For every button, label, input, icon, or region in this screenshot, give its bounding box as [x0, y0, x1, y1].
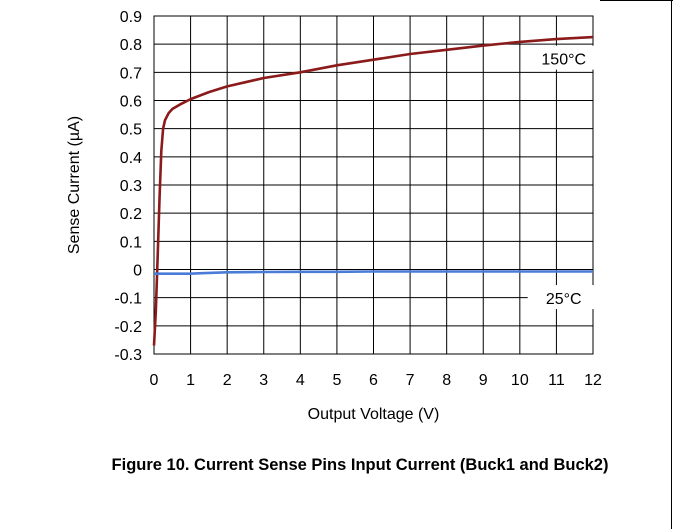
- y-tick-label: 0.6: [120, 94, 142, 111]
- x-tick-label: 1: [186, 372, 195, 389]
- y-tick-label: 0.1: [120, 234, 142, 251]
- series-label-0: 150°C: [541, 52, 586, 69]
- y-tick-label: -0.2: [114, 319, 142, 336]
- x-tick-label: 10: [511, 372, 529, 389]
- x-tick-label: 0: [150, 372, 159, 389]
- series-line-1: [154, 270, 593, 276]
- y-tick-label: 0: [133, 263, 142, 280]
- y-tick-label: 0.7: [120, 65, 142, 82]
- figure-caption: Figure 10. Current Sense Pins Input Curr…: [111, 456, 609, 474]
- plot-area: [153, 15, 594, 355]
- x-tick-labels: 0 1 2 3 4 5 6 7 8 9 10 11 12: [150, 372, 602, 389]
- x-tick-label: 8: [442, 372, 451, 389]
- sense-current-chart: 0.9 0.8 0.7 0.6 0.5 0.4 0.3 0.2 0.1 0 -0.1 -0.2 -0.3…: [66, 9, 602, 423]
- page-frame-top: [600, 0, 673, 1]
- series-label-bg: [527, 45, 600, 70]
- x-tick-label: 6: [369, 372, 378, 389]
- x-tick-label: 3: [259, 372, 268, 389]
- x-tick-label: 2: [223, 372, 232, 389]
- y-tick-label: 0.5: [120, 122, 142, 139]
- x-tick-label: 7: [406, 372, 415, 389]
- series-labels: 150°C 25°C: [527, 45, 600, 310]
- x-tick-label: 9: [479, 372, 488, 389]
- y-tick-label: 0.8: [120, 37, 142, 54]
- grid: [153, 15, 594, 355]
- x-axis-title: Output Voltage (V): [308, 406, 440, 423]
- y-tick-label: 0.4: [120, 150, 142, 167]
- y-axis-title: Sense Current (µA): [66, 116, 83, 254]
- y-tick-label: -0.3: [114, 347, 142, 364]
- series-lines: [152, 35, 594, 346]
- x-tick-label: 4: [296, 372, 305, 389]
- x-tick-label: 11: [548, 372, 565, 389]
- x-tick-label: 5: [332, 372, 341, 389]
- y-tick-labels: 0.9 0.8 0.7 0.6 0.5 0.4 0.3 0.2 0.1 0 -0.1 -0.2 -0.3: [114, 9, 142, 364]
- series-label-1: 25°C: [546, 291, 582, 308]
- y-tick-label: 0.3: [120, 178, 142, 195]
- page-frame-right: [671, 0, 672, 529]
- series-line-0: [152, 35, 594, 346]
- y-tick-label: 0.9: [120, 9, 142, 26]
- x-tick-label: 12: [584, 372, 602, 389]
- y-tick-label: 0.2: [120, 206, 142, 223]
- series-label-bg: [527, 285, 600, 310]
- y-tick-label: -0.1: [114, 291, 142, 308]
